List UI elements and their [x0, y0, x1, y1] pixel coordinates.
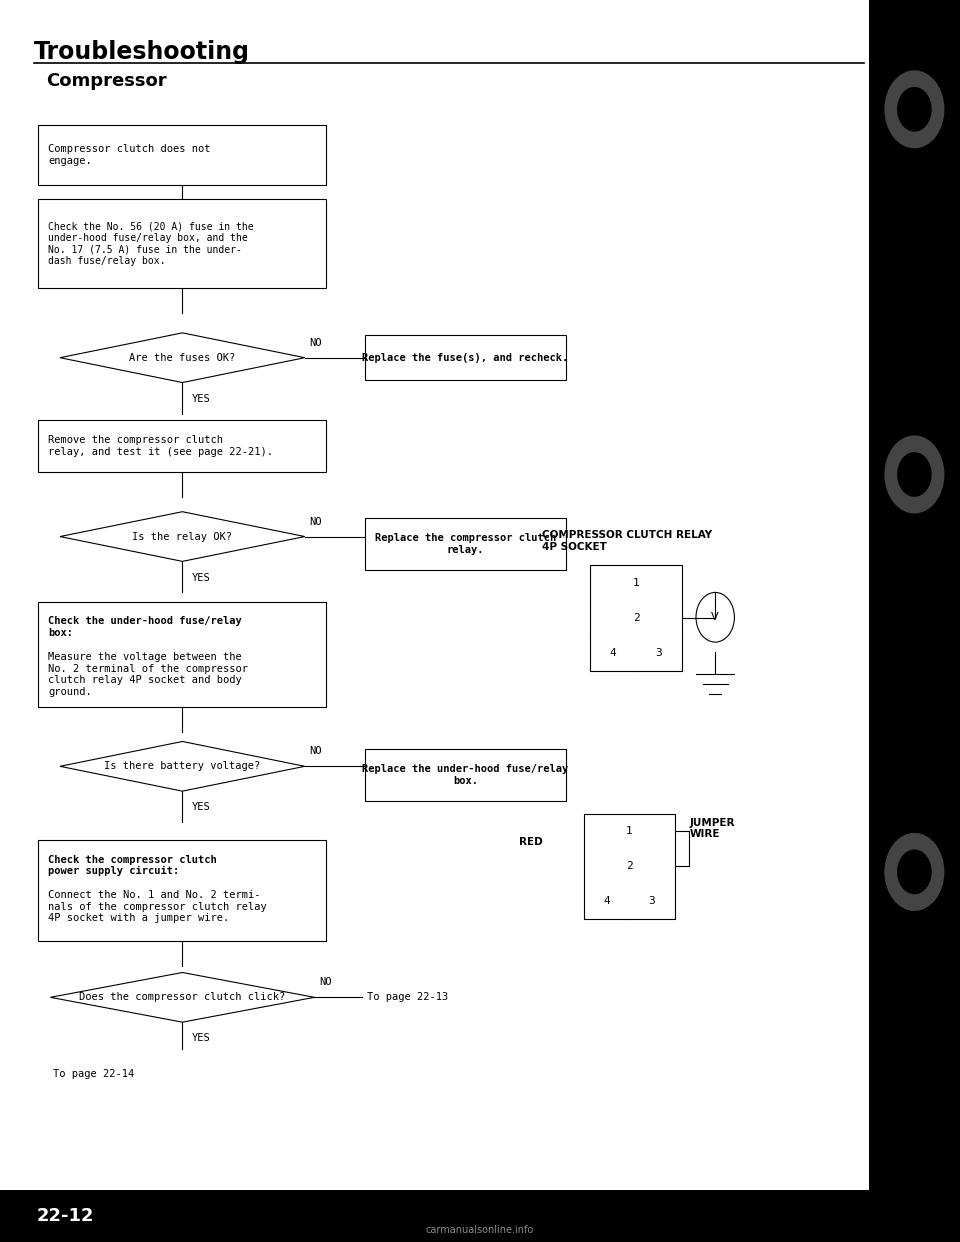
Polygon shape [60, 741, 305, 791]
Text: 22-12: 22-12 [36, 1207, 94, 1225]
Text: YES: YES [192, 1033, 211, 1043]
Circle shape [897, 452, 931, 497]
FancyBboxPatch shape [869, 0, 960, 1242]
Text: 2: 2 [626, 861, 633, 872]
Text: Replace the fuse(s), and recheck.: Replace the fuse(s), and recheck. [363, 353, 568, 363]
Text: To page 22-13: To page 22-13 [367, 992, 448, 1002]
Text: JUMPER
WIRE: JUMPER WIRE [689, 817, 734, 840]
Circle shape [883, 435, 945, 514]
Text: 4: 4 [603, 897, 610, 907]
Text: Troubleshooting: Troubleshooting [34, 40, 250, 63]
FancyBboxPatch shape [365, 749, 566, 801]
Text: 1: 1 [633, 578, 639, 587]
Text: NO: NO [319, 977, 332, 987]
FancyBboxPatch shape [365, 518, 566, 570]
FancyBboxPatch shape [38, 420, 326, 472]
Text: Are the fuses OK?: Are the fuses OK? [130, 353, 235, 363]
FancyBboxPatch shape [365, 335, 566, 380]
Circle shape [897, 850, 931, 894]
Text: Compressor clutch does not
engage.: Compressor clutch does not engage. [48, 144, 210, 166]
Circle shape [897, 87, 931, 132]
Polygon shape [60, 512, 305, 561]
FancyBboxPatch shape [38, 199, 326, 288]
Text: 3: 3 [649, 897, 656, 907]
Text: Connect the No. 1 and No. 2 termi-
nals of the compressor clutch relay
4P socket: Connect the No. 1 and No. 2 termi- nals … [48, 891, 267, 923]
Text: To page 22-14: To page 22-14 [53, 1069, 134, 1079]
FancyBboxPatch shape [38, 125, 326, 185]
Text: Compressor: Compressor [46, 72, 167, 89]
Text: Replace the compressor clutch
relay.: Replace the compressor clutch relay. [375, 533, 556, 555]
Text: 3: 3 [656, 648, 662, 658]
Text: carmanualsonline.info: carmanualsonline.info [426, 1225, 534, 1235]
Text: Is the relay OK?: Is the relay OK? [132, 532, 232, 542]
Text: YES: YES [192, 394, 211, 404]
FancyBboxPatch shape [584, 814, 675, 919]
Text: 1: 1 [626, 826, 633, 836]
Text: Check the No. 56 (20 A) fuse in the
under-hood fuse/relay box, and the
No. 17 (7: Check the No. 56 (20 A) fuse in the unde… [48, 221, 253, 266]
Text: YES: YES [192, 802, 211, 812]
Polygon shape [60, 333, 305, 383]
Text: Measure the voltage between the
No. 2 terminal of the compressor
clutch relay 4P: Measure the voltage between the No. 2 te… [48, 652, 248, 697]
Text: NO: NO [309, 338, 323, 348]
Text: Remove the compressor clutch
relay, and test it (see page 22-21).: Remove the compressor clutch relay, and … [48, 435, 273, 457]
Circle shape [883, 70, 945, 149]
FancyBboxPatch shape [38, 840, 326, 941]
Text: COMPRESSOR CLUTCH RELAY
4P SOCKET: COMPRESSOR CLUTCH RELAY 4P SOCKET [542, 530, 712, 551]
Text: Replace the under-hood fuse/relay
box.: Replace the under-hood fuse/relay box. [363, 764, 568, 786]
Text: YES: YES [192, 573, 211, 582]
Text: NO: NO [309, 746, 323, 756]
Text: Check the compressor clutch
power supply circuit:: Check the compressor clutch power supply… [48, 854, 217, 877]
FancyBboxPatch shape [38, 602, 326, 707]
Text: RED: RED [518, 837, 542, 847]
Text: Check the under-hood fuse/relay
box:: Check the under-hood fuse/relay box: [48, 616, 242, 638]
Polygon shape [50, 972, 315, 1022]
FancyBboxPatch shape [590, 565, 682, 671]
Text: 2: 2 [633, 612, 639, 623]
Text: Is there battery voltage?: Is there battery voltage? [105, 761, 260, 771]
Text: 4: 4 [610, 648, 616, 658]
Text: V: V [711, 612, 719, 622]
Text: Does the compressor clutch click?: Does the compressor clutch click? [80, 992, 285, 1002]
Circle shape [883, 832, 945, 912]
FancyBboxPatch shape [0, 1190, 960, 1242]
Text: NO: NO [309, 517, 323, 527]
